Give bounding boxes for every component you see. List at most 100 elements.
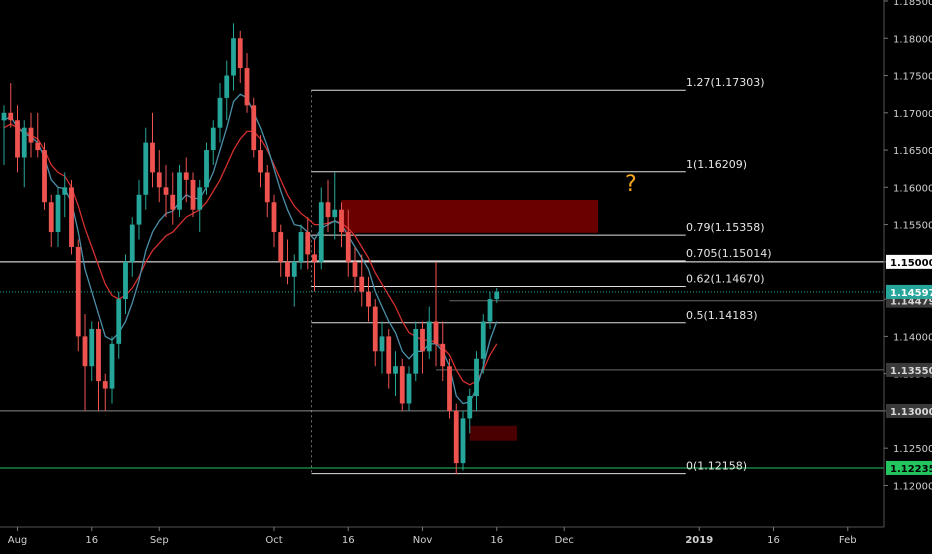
- candle-body-56: [379, 336, 385, 352]
- candle-9: [62, 172, 68, 218]
- candle-body-53: [359, 276, 365, 292]
- candle-20: [136, 179, 142, 240]
- time-tick-label-7: Dec: [555, 535, 574, 546]
- candle-body-30: [204, 150, 209, 188]
- level-tag-2-text: 1.12235: [890, 464, 932, 475]
- candle-39: [264, 164, 270, 218]
- candle-12: [82, 314, 88, 411]
- candle-body-71: [480, 321, 486, 359]
- time-tick-label-3: Oct: [265, 535, 282, 546]
- candle-36: [244, 53, 250, 113]
- price-tick-label-7: 1.15500: [893, 221, 932, 232]
- candle-1: [8, 82, 14, 128]
- candle-24: [163, 164, 169, 218]
- fibonacci-retracement: 1.27(1.17303) 1(1.16209) 0.79(1.15358) 0.70…: [311, 76, 772, 475]
- supply-zone-0: [341, 200, 598, 233]
- supply-zone-1: [469, 425, 517, 441]
- fib-label-0: 1.27(1.17303): [686, 76, 765, 89]
- candle-body-3: [21, 127, 27, 158]
- candle-72: [487, 291, 493, 329]
- candle-body-23: [156, 172, 162, 188]
- candle-body-1: [8, 112, 14, 121]
- horizontal-levels: [0, 261, 884, 469]
- fib-label-4: 0.62(1.14670): [686, 272, 765, 285]
- time-tick-label-6: 16: [490, 535, 503, 546]
- candle-40: [271, 194, 277, 247]
- candle-body-69: [467, 396, 473, 419]
- candle-body-49: [332, 209, 338, 218]
- candle-65: [440, 321, 446, 382]
- candle-13: [89, 321, 95, 382]
- candle-body-50: [339, 209, 344, 233]
- candle-body-48: [325, 202, 331, 218]
- candle-27: [183, 157, 189, 203]
- candle-body-6: [42, 150, 47, 203]
- candle-body-35: [237, 38, 243, 69]
- candle-62: [420, 321, 425, 374]
- price-tick-label-4: 1.14000: [893, 332, 932, 343]
- candle-body-57: [386, 336, 392, 374]
- candle-7: [48, 194, 54, 247]
- candle-53: [359, 254, 365, 307]
- candle-54: [366, 276, 371, 322]
- candle-body-39: [264, 172, 270, 203]
- candle-34: [231, 23, 236, 91]
- candle-68: [460, 410, 466, 471]
- time-tick-label-10: Feb: [839, 535, 857, 546]
- candle-28: [190, 172, 196, 218]
- time-tick-label-8: 2019: [685, 535, 713, 546]
- candle-body-32: [217, 97, 223, 128]
- price-tick-label-11: 1.17500: [893, 72, 932, 83]
- candle-body-12: [82, 336, 88, 367]
- price-tick-label-8: 1.16000: [893, 183, 932, 194]
- candle-66: [447, 358, 452, 419]
- candle-body-13: [89, 328, 95, 367]
- candle-14: [96, 321, 101, 411]
- candle-body-16: [109, 343, 115, 389]
- candle-body-8: [55, 194, 61, 233]
- candle-body-19: [129, 224, 135, 262]
- candle-body-47: [318, 202, 324, 262]
- candle-57: [386, 328, 392, 389]
- supply-demand-zones: [341, 200, 598, 441]
- candle-body-11: [75, 246, 81, 337]
- candle-64: [433, 261, 439, 367]
- candle-body-22: [150, 142, 155, 173]
- candle-body-4: [28, 127, 34, 143]
- candle-25: [170, 172, 176, 225]
- candle-0: [1, 105, 7, 165]
- candlesticks: [1, 23, 500, 475]
- candle-body-44: [298, 232, 304, 262]
- time-axis[interactable]: Aug 16 Sep Oct 16 Nov 16 Dec 2019 16 Feb: [0, 526, 884, 546]
- candle-45: [305, 217, 311, 270]
- price-tick-label-0: 1.12000: [893, 481, 932, 492]
- candle-body-68: [460, 418, 466, 464]
- price-tick-label-10: 1.17000: [893, 109, 932, 120]
- candle-body-37: [251, 105, 257, 151]
- candle-body-15: [102, 381, 108, 389]
- price-axis[interactable]: 1.120001.125001.130001.135001.140001.145…: [883, 0, 932, 527]
- candle-50: [339, 202, 344, 247]
- candle-23: [156, 150, 162, 203]
- candle-30: [204, 142, 209, 195]
- candle-38: [258, 135, 263, 188]
- candle-21: [143, 127, 149, 210]
- candle-body-27: [183, 172, 189, 180]
- fib-label-3: 0.705(1.15014): [686, 247, 772, 260]
- time-tick-label-4: 16: [342, 535, 355, 546]
- candle-body-29: [197, 187, 203, 210]
- candle-body-26: [177, 172, 182, 210]
- candle-body-67: [453, 410, 459, 464]
- candle-body-36: [244, 68, 250, 106]
- candle-body-63: [426, 321, 432, 352]
- candle-body-0: [1, 112, 7, 121]
- candle-46: [312, 239, 317, 292]
- candle-body-18: [123, 261, 128, 300]
- candle-49: [332, 172, 338, 240]
- candle-60: [406, 366, 412, 411]
- price-tick-label-9: 1.16500: [893, 146, 932, 157]
- candle-19: [129, 217, 135, 277]
- candle-51: [345, 209, 351, 277]
